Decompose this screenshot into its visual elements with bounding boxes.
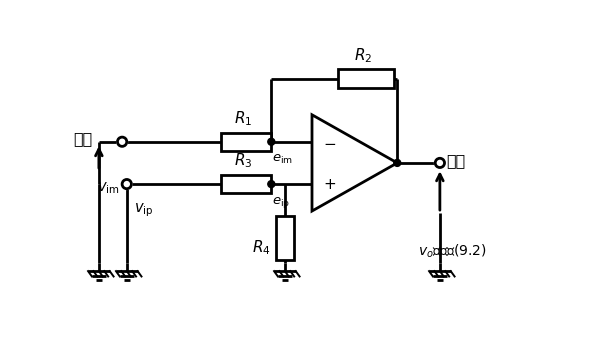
Circle shape bbox=[268, 138, 275, 145]
Bar bbox=[221, 133, 271, 151]
Text: $v_{\rm ip}$: $v_{\rm ip}$ bbox=[134, 201, 153, 219]
Text: $R_3$: $R_3$ bbox=[234, 152, 252, 170]
Text: $v_{\rm im}$: $v_{\rm im}$ bbox=[97, 180, 120, 196]
Bar bbox=[338, 69, 394, 88]
Circle shape bbox=[117, 137, 127, 146]
Bar bbox=[275, 215, 294, 260]
Circle shape bbox=[268, 181, 275, 188]
Text: 输入: 输入 bbox=[73, 131, 93, 146]
Text: $R_1$: $R_1$ bbox=[234, 109, 252, 128]
Circle shape bbox=[435, 158, 445, 168]
Text: $-$: $-$ bbox=[323, 135, 336, 150]
Text: $R_2$: $R_2$ bbox=[354, 46, 372, 65]
Text: $+$: $+$ bbox=[323, 177, 336, 192]
Text: $R_4$: $R_4$ bbox=[252, 238, 271, 256]
Text: $e_{\rm ip}$: $e_{\rm ip}$ bbox=[272, 195, 290, 210]
Text: $e_{\rm im}$: $e_{\rm im}$ bbox=[272, 153, 293, 166]
Text: 输出: 输出 bbox=[446, 153, 465, 168]
Circle shape bbox=[122, 179, 131, 189]
Circle shape bbox=[394, 160, 401, 166]
Bar bbox=[221, 175, 271, 193]
Text: $v_o$参照式(9.2): $v_o$参照式(9.2) bbox=[418, 243, 486, 260]
